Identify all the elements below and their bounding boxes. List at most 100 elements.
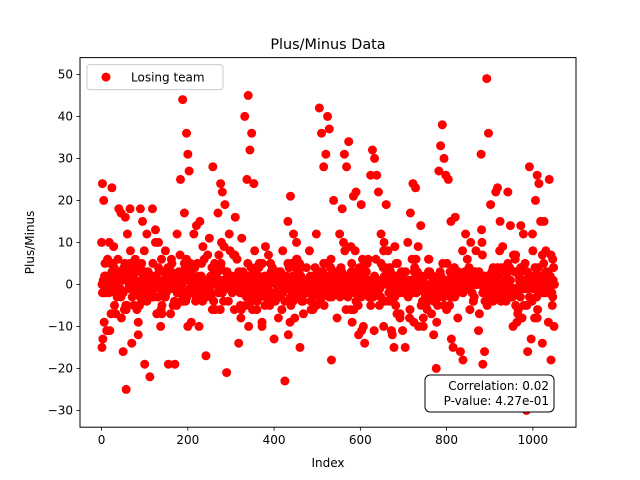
- data-point: [163, 359, 173, 369]
- data-point: [257, 317, 267, 327]
- data-point: [125, 204, 135, 214]
- data-point: [133, 330, 143, 340]
- data-point: [210, 305, 220, 315]
- data-point: [517, 313, 527, 323]
- data-point: [140, 359, 150, 369]
- data-point: [308, 305, 318, 315]
- data-point: [549, 279, 559, 289]
- data-point: [400, 342, 410, 352]
- data-point: [120, 212, 130, 222]
- data-point: [142, 229, 152, 239]
- data-point: [195, 216, 205, 226]
- data-point: [147, 204, 157, 214]
- data-point: [107, 183, 117, 193]
- data-point: [99, 317, 109, 327]
- data-point: [463, 279, 473, 289]
- data-point: [232, 254, 242, 264]
- data-point: [474, 326, 484, 336]
- data-point: [214, 250, 224, 260]
- data-point: [446, 334, 456, 344]
- data-point: [358, 321, 368, 331]
- y-tick-label: 50: [58, 68, 73, 82]
- data-point: [247, 128, 257, 138]
- data-point: [170, 359, 180, 369]
- data-point: [323, 111, 333, 121]
- data-point: [201, 351, 211, 361]
- y-axis: −30 −20 −10 0 10 20 30 40 50: [48, 68, 80, 418]
- data-point: [387, 330, 397, 340]
- data-point: [513, 305, 523, 315]
- data-point: [523, 347, 533, 357]
- points-layer: [97, 74, 559, 415]
- data-point: [462, 254, 472, 264]
- data-point: [172, 229, 182, 239]
- data-point: [390, 242, 400, 252]
- data-point: [220, 200, 230, 210]
- data-point: [477, 225, 487, 235]
- data-point: [398, 326, 408, 336]
- data-point: [495, 216, 505, 226]
- data-point: [476, 149, 486, 159]
- data-point: [150, 225, 160, 235]
- data-point: [260, 242, 270, 252]
- data-point: [216, 258, 226, 268]
- data-point: [392, 258, 402, 268]
- data-point: [361, 267, 371, 277]
- data-point: [413, 242, 423, 252]
- data-point: [539, 258, 549, 268]
- data-point: [458, 246, 468, 256]
- data-point: [503, 187, 513, 197]
- data-point: [186, 317, 196, 327]
- data-point: [194, 321, 204, 331]
- y-tick-label: −30: [48, 404, 73, 418]
- data-point: [118, 347, 128, 357]
- data-point: [347, 258, 357, 268]
- data-point: [353, 300, 363, 310]
- data-point: [439, 153, 449, 163]
- data-point: [429, 330, 439, 340]
- data-point: [442, 258, 452, 268]
- data-point: [546, 355, 556, 365]
- data-point: [102, 326, 112, 336]
- data-point: [157, 300, 167, 310]
- data-point: [265, 271, 275, 281]
- data-point: [182, 128, 192, 138]
- data-point: [339, 149, 349, 159]
- data-point: [125, 246, 135, 256]
- data-point: [385, 263, 395, 273]
- data-point: [363, 254, 373, 264]
- data-point: [329, 195, 339, 205]
- y-tick-label: −20: [48, 362, 73, 376]
- data-point: [127, 338, 137, 348]
- data-point: [505, 221, 515, 231]
- data-point: [97, 179, 107, 189]
- data-point: [156, 321, 166, 331]
- data-point: [381, 200, 391, 210]
- data-point: [401, 267, 411, 277]
- data-point: [480, 347, 490, 357]
- data-point: [366, 300, 376, 310]
- data-point: [474, 309, 484, 319]
- data-point: [122, 300, 132, 310]
- data-point: [244, 321, 254, 331]
- data-point: [133, 317, 143, 327]
- data-point: [369, 326, 379, 336]
- data-point: [249, 179, 259, 189]
- data-point: [433, 300, 443, 310]
- data-point: [526, 334, 536, 344]
- data-point: [278, 246, 288, 256]
- data-point: [304, 246, 314, 256]
- data-point: [354, 330, 364, 340]
- data-point: [450, 212, 460, 222]
- data-point: [277, 305, 287, 315]
- data-point: [548, 292, 558, 302]
- x-tick-label: 600: [349, 433, 372, 447]
- data-point: [482, 74, 492, 84]
- data-point: [532, 170, 542, 180]
- data-point: [280, 376, 290, 386]
- data-point: [477, 250, 487, 260]
- data-point: [189, 229, 199, 239]
- data-point: [351, 187, 361, 197]
- data-point: [100, 258, 110, 268]
